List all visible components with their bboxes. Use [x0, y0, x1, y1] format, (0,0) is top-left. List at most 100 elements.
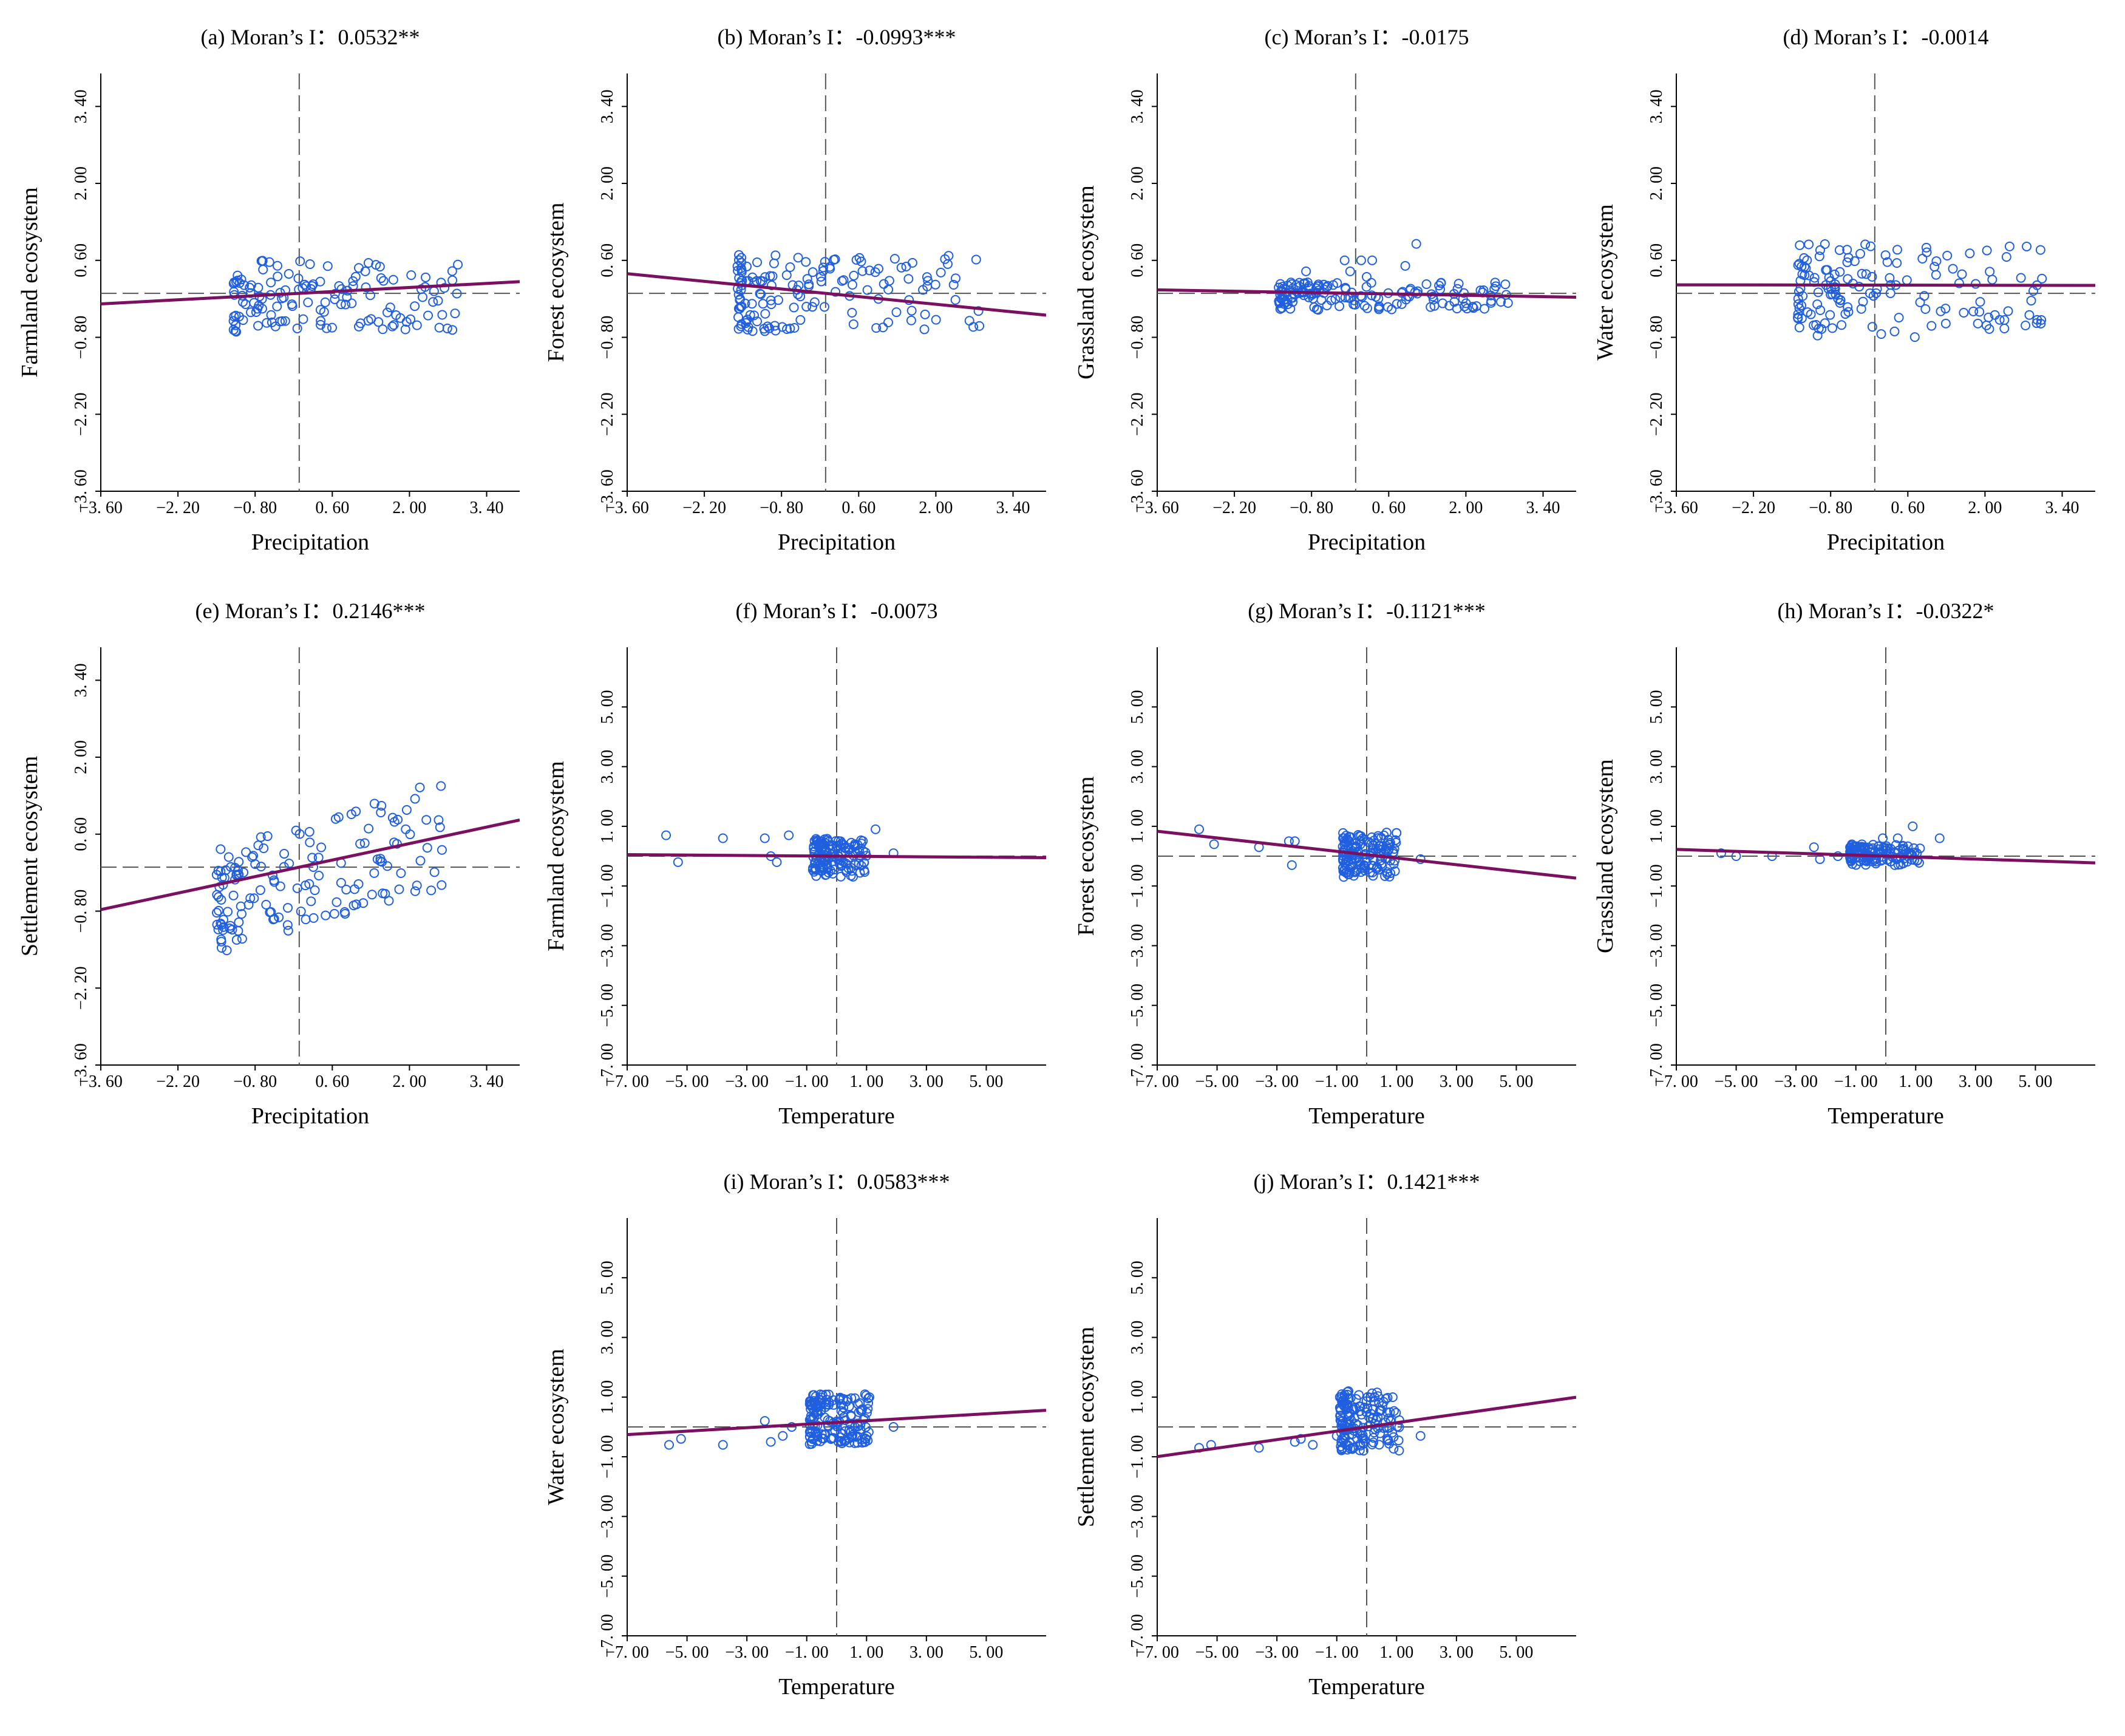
- scatter-point: [301, 880, 311, 891]
- scatter-point: [233, 865, 243, 876]
- scatter-point: [269, 875, 279, 885]
- y-tick-label: 2. 00: [72, 740, 90, 774]
- scatter-point: [1336, 1442, 1346, 1452]
- scatter-point: [1934, 833, 1945, 843]
- scatter-point: [1804, 270, 1814, 281]
- scatter-point: [1793, 309, 1803, 319]
- scatter-point: [316, 316, 326, 326]
- y-tick-label: 1. 00: [598, 809, 617, 843]
- scatter-point: [861, 1391, 871, 1401]
- scatter-point: [1319, 279, 1329, 290]
- x-tick-label: −1. 00: [1834, 1072, 1878, 1091]
- scatter-point: [2001, 252, 2011, 262]
- scatter-point: [1797, 269, 1807, 279]
- scatter-point: [760, 833, 770, 843]
- scatter-point: [213, 892, 223, 902]
- scatter-point: [827, 849, 837, 860]
- scatter-point: [332, 897, 342, 907]
- scatter-point: [350, 884, 360, 894]
- scatter-point: [1798, 291, 1808, 301]
- scatter-point: [883, 284, 894, 294]
- scatter-point: [1334, 1403, 1345, 1413]
- scatter-point: [811, 853, 821, 863]
- x-tick-label: −1. 00: [785, 1643, 829, 1662]
- scatter-point: [1326, 295, 1336, 305]
- scatter-point: [410, 301, 420, 311]
- scatter-point: [406, 270, 416, 281]
- scatter-point: [375, 856, 386, 866]
- scatter-point: [401, 805, 412, 815]
- y-tick-label: 3. 00: [1128, 750, 1147, 784]
- scatter-point: [857, 266, 868, 276]
- y-tick-label: 1. 00: [1647, 809, 1666, 843]
- scatter-point: [415, 856, 426, 866]
- fit-line-group: [1157, 288, 1576, 299]
- scatter-point: [1809, 842, 1819, 853]
- scatter-point: [412, 880, 422, 891]
- x-tick-label: 3. 00: [1959, 1072, 1993, 1091]
- scatter-point: [1921, 242, 1931, 253]
- scatter-point: [795, 315, 806, 325]
- scatter-point: [1867, 271, 1877, 282]
- scatter-point: [734, 250, 744, 260]
- panel-i: (i) Moran’s I：0.0583*** −7. 00 −5. 00 −3. 0…: [543, 1169, 1046, 1700]
- scatter-point: [1982, 245, 1992, 256]
- y-axis-label: Forest ecosystem: [543, 203, 569, 363]
- scatter-point: [1892, 258, 1902, 268]
- scatter-point: [1355, 836, 1365, 846]
- scatter-point: [856, 839, 866, 849]
- x-tick-label: −7. 00: [1654, 1072, 1698, 1091]
- scatter-point: [268, 914, 279, 925]
- y-tick-label: 2. 00: [72, 166, 90, 200]
- scatter-point: [1889, 860, 1900, 870]
- scatter-point: [1831, 289, 1841, 299]
- scatter-point: [822, 848, 832, 859]
- scatter-point: [1410, 287, 1420, 298]
- x-tick-label: −5. 00: [1715, 1072, 1758, 1091]
- scatter-point: [1328, 280, 1338, 290]
- scatter-point: [1381, 828, 1392, 838]
- scatter-point: [1345, 266, 1355, 276]
- y-tick-label: −2. 20: [72, 966, 90, 1010]
- fit-line-group: [101, 818, 520, 911]
- scatter-point: [733, 265, 743, 276]
- scatter-point: [366, 314, 376, 324]
- scatter-point: [249, 893, 259, 904]
- scatter-point: [1349, 1413, 1359, 1423]
- x-tick-label: −3. 60: [605, 499, 649, 517]
- scatter-point: [1940, 318, 1951, 328]
- y-tick-label: 3. 40: [72, 89, 90, 123]
- scatter-point: [1975, 297, 1985, 307]
- scatter-point: [376, 273, 386, 284]
- scatter-point: [1822, 265, 1832, 275]
- x-tick-label: 3. 00: [909, 1643, 943, 1662]
- scatter-point: [1209, 839, 1219, 849]
- scatter-point: [283, 903, 293, 913]
- scatter-point: [1390, 835, 1401, 845]
- scatter-point: [1389, 1443, 1399, 1454]
- x-tick-label: 3. 00: [1440, 1072, 1474, 1091]
- scatter-point: [433, 296, 443, 306]
- scatter-point: [1793, 312, 1803, 322]
- scatter-point: [1374, 304, 1384, 315]
- x-axis-label: Precipitation: [1308, 529, 1426, 555]
- scatter-point: [718, 833, 728, 843]
- scatter-point: [258, 264, 268, 274]
- x-tick-label: 2. 00: [1968, 499, 2002, 517]
- scatter-point: [294, 829, 305, 839]
- scatter-point: [292, 883, 302, 893]
- scatter-point: [1352, 865, 1362, 875]
- scatter-point: [749, 310, 759, 321]
- scatter-point: [369, 798, 379, 809]
- scatter-point: [901, 261, 911, 271]
- scatter-point: [304, 826, 314, 837]
- y-tick-label: −1. 00: [598, 1435, 617, 1479]
- scatter-point: [1926, 321, 1937, 331]
- scatter-point: [789, 302, 799, 313]
- scatter-point: [292, 323, 302, 333]
- x-tick-label: −3. 00: [725, 1643, 769, 1662]
- x-tick-label: 0. 60: [315, 499, 349, 517]
- scatter-point: [818, 266, 828, 276]
- scatter-point: [1857, 268, 1867, 279]
- scatter-point: [1503, 298, 1513, 308]
